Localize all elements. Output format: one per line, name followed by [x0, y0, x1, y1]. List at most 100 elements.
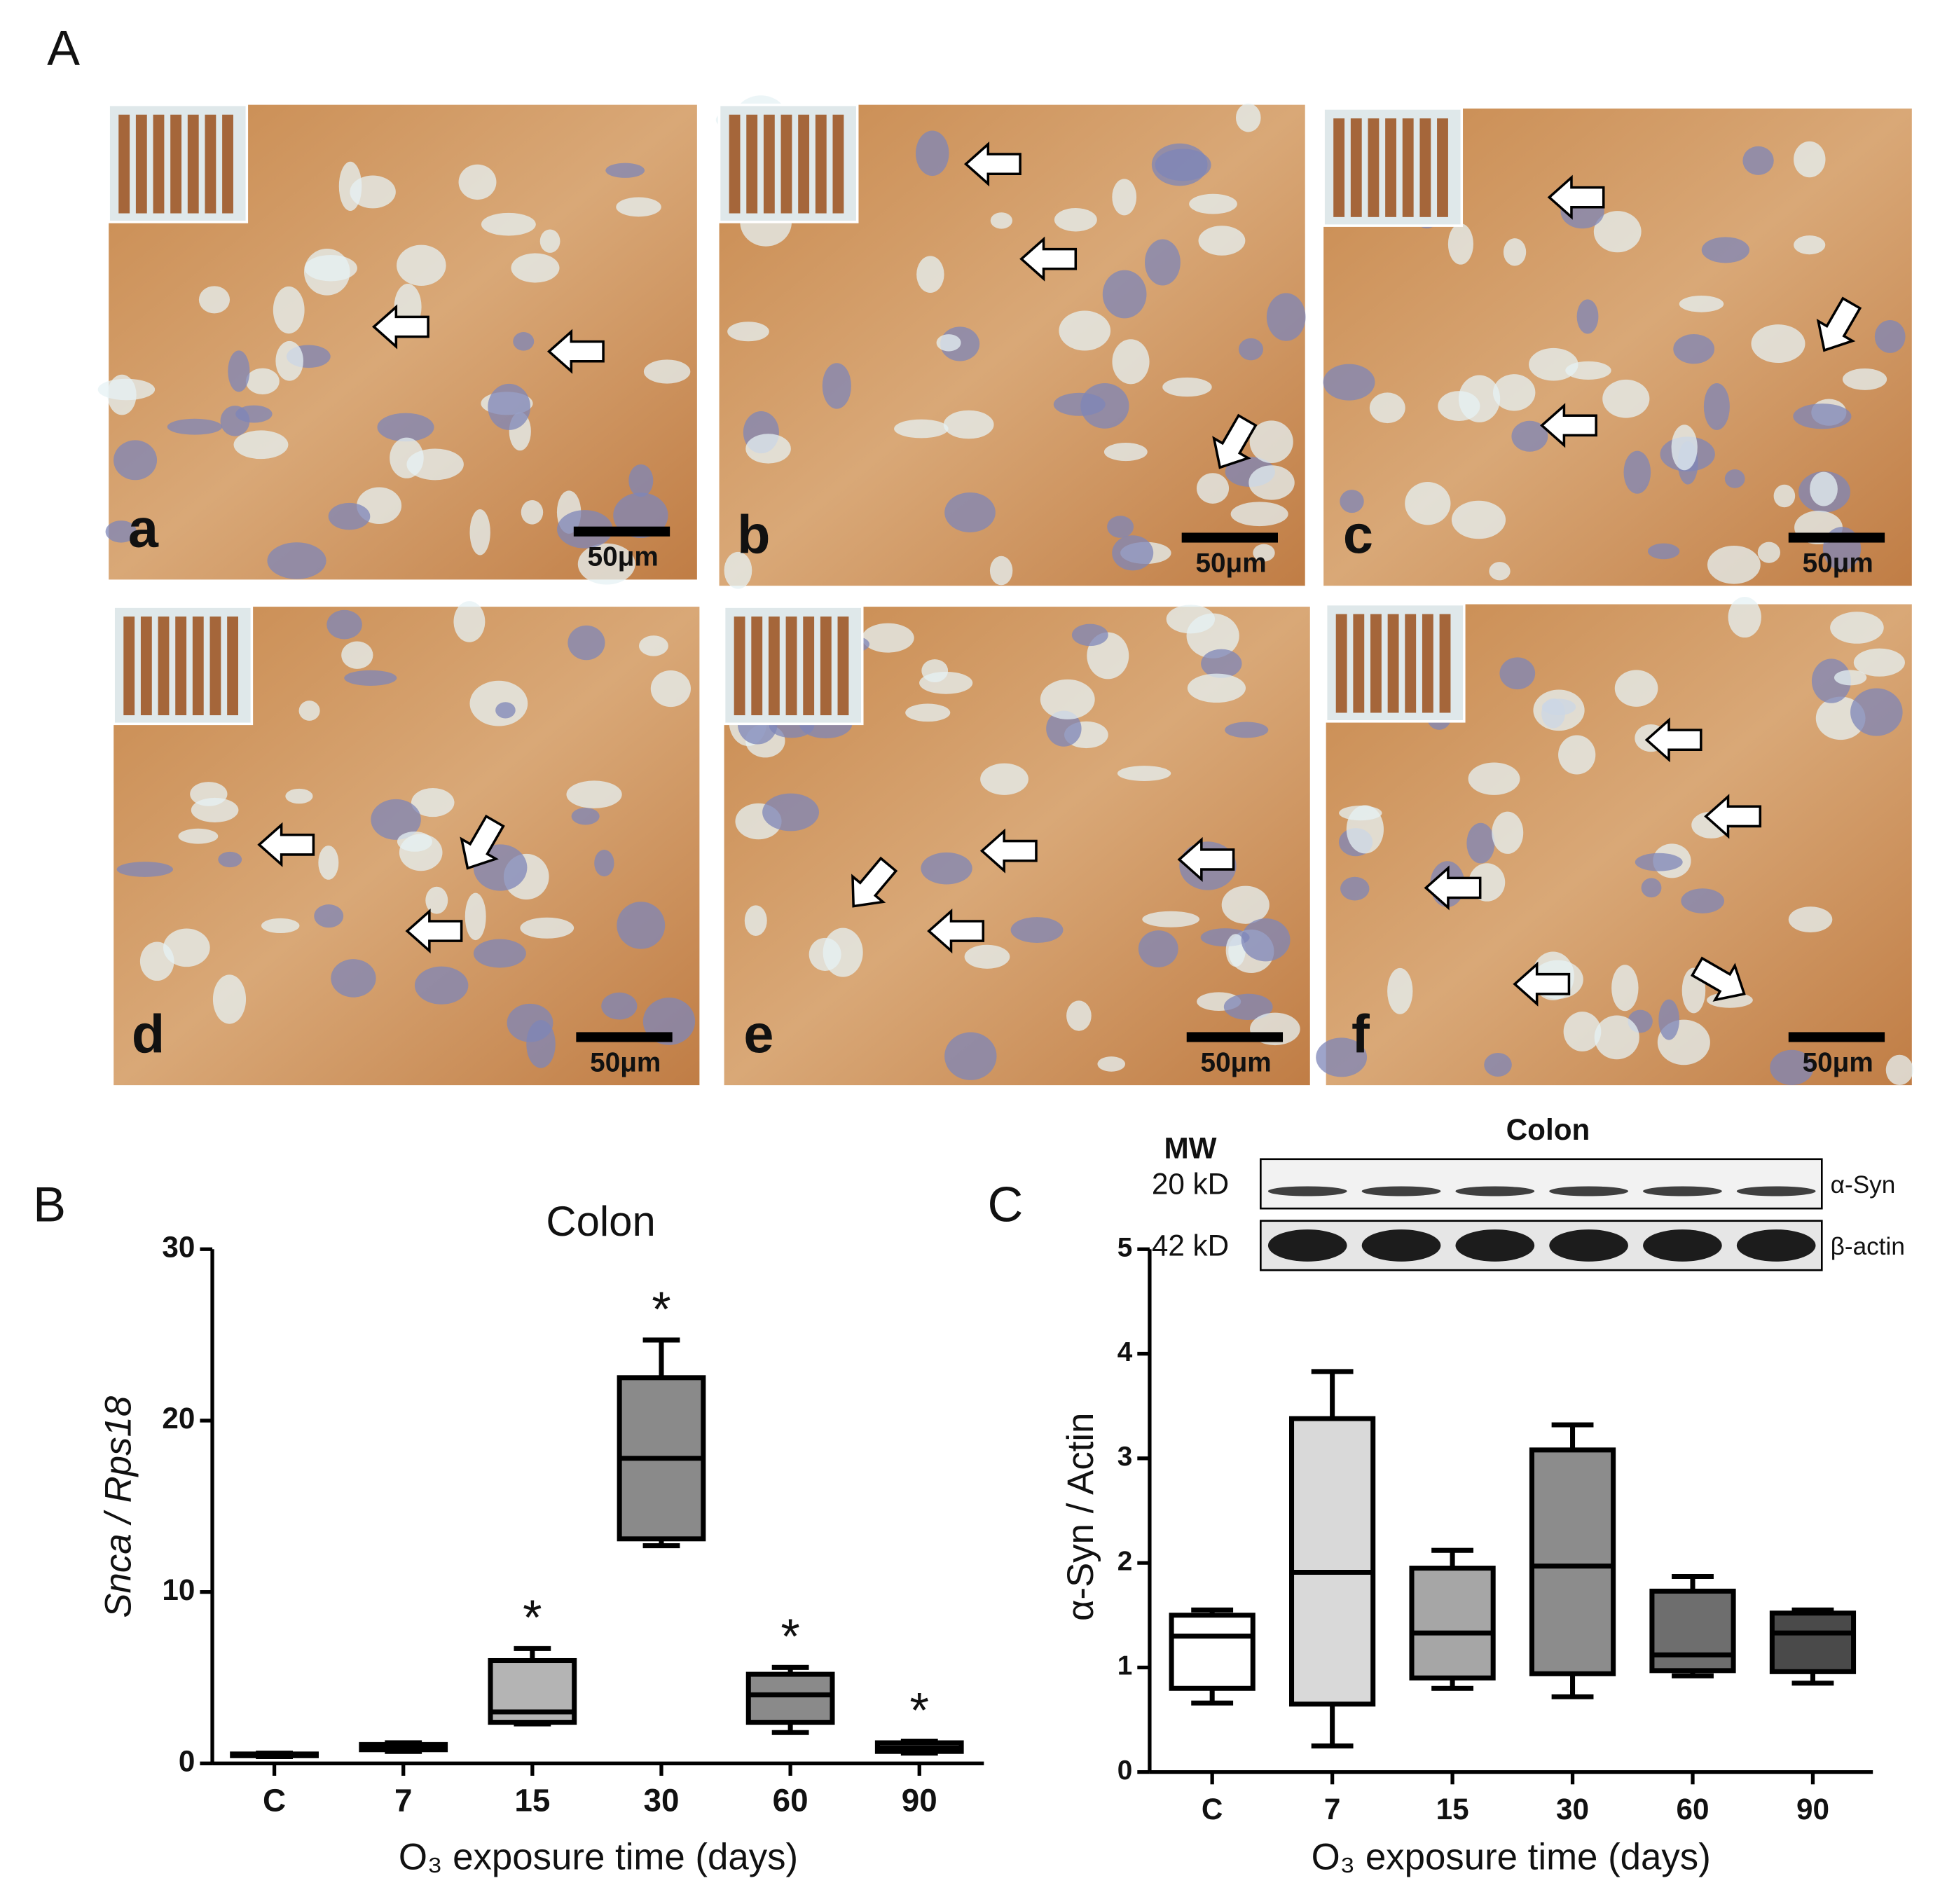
cell [1773, 484, 1796, 508]
cell [1010, 917, 1064, 944]
cell [465, 892, 486, 941]
cell [1323, 364, 1375, 401]
cell [1614, 670, 1658, 707]
box [1649, 1588, 1736, 1674]
x-tick-label: 60 [773, 1783, 809, 1819]
cell [331, 959, 376, 998]
inset-tissue [1333, 118, 1345, 217]
cell [350, 175, 396, 209]
inset-tissue [1439, 614, 1451, 713]
cell [1679, 295, 1724, 312]
cell [638, 635, 668, 656]
scale-bar [1788, 532, 1885, 543]
cell [1097, 1056, 1126, 1072]
arrow [1424, 865, 1482, 911]
x-tick-label: 15 [514, 1783, 550, 1819]
scale-bar-label: 50μm [1201, 1047, 1272, 1077]
cell [488, 383, 531, 430]
cell [1466, 822, 1495, 864]
cell [481, 212, 536, 236]
cell [1196, 473, 1230, 504]
cell [1647, 543, 1680, 560]
cell [1339, 806, 1382, 821]
cell [1369, 392, 1405, 424]
cell [1701, 237, 1750, 263]
arrow [1513, 961, 1571, 1007]
blot-mw: 20 kD [1152, 1168, 1229, 1201]
cell [1853, 648, 1905, 677]
significance-marker: * [910, 1682, 929, 1737]
cell [1673, 333, 1715, 364]
cell [601, 992, 638, 1020]
arrow [546, 329, 605, 374]
cell [371, 799, 421, 840]
cell [425, 886, 448, 914]
cell [1340, 490, 1364, 513]
inset-tissue [175, 616, 187, 716]
cell [1316, 1037, 1368, 1077]
cell [228, 350, 250, 392]
cell [326, 609, 362, 640]
blot-protein: β-actin [1831, 1233, 1905, 1260]
blot-band [1643, 1229, 1722, 1262]
blot-band [1643, 1186, 1722, 1196]
arrow [1212, 413, 1258, 469]
cell [97, 378, 156, 401]
cell [220, 406, 250, 436]
cell [178, 828, 219, 844]
cell [1594, 1015, 1639, 1060]
cell [823, 927, 863, 977]
cell [1468, 762, 1520, 795]
cell [1142, 911, 1200, 927]
cell [571, 808, 600, 825]
cell [919, 671, 973, 694]
y-tick-label: 5 [1117, 1232, 1133, 1262]
inset-tissue [768, 616, 780, 716]
cell [989, 556, 1013, 586]
cell [1707, 545, 1761, 584]
cell [1511, 420, 1548, 452]
cell [744, 905, 767, 937]
cell [344, 670, 397, 686]
blot-band [1455, 1186, 1535, 1196]
cell [1810, 471, 1838, 506]
cell [1071, 623, 1108, 647]
cell [520, 917, 575, 939]
cell [1794, 141, 1826, 178]
box [1529, 1447, 1616, 1676]
cell [458, 164, 497, 200]
cell [1053, 392, 1106, 416]
cell [944, 1032, 997, 1080]
cell [1728, 597, 1761, 638]
x-tick-label: 90 [902, 1783, 937, 1819]
cell [1102, 270, 1147, 319]
blot-frame [1260, 1158, 1823, 1210]
cell [628, 464, 654, 497]
cell [1040, 679, 1095, 719]
cell [1054, 207, 1097, 232]
inset-tissue [780, 114, 792, 214]
cell [163, 928, 210, 967]
y-tick-label: 0 [179, 1744, 195, 1777]
cell [1221, 885, 1270, 924]
cell [539, 229, 560, 253]
inset-tissue [158, 616, 170, 716]
cell [1107, 516, 1134, 538]
cell [1492, 374, 1536, 411]
cell [116, 862, 174, 877]
cell [1225, 722, 1269, 738]
cell [745, 434, 791, 464]
cell [399, 834, 443, 871]
cell [261, 918, 300, 934]
chart-title: Colon [546, 1198, 655, 1245]
inset-tissue [798, 114, 810, 214]
cell [762, 793, 820, 832]
panel-sublabel: f [1351, 1005, 1370, 1065]
inset-tissue [803, 616, 815, 716]
x-tick-label: 60 [1677, 1793, 1710, 1826]
cell [453, 601, 486, 642]
cell [916, 256, 944, 294]
box [745, 1671, 835, 1725]
cell [822, 363, 851, 409]
cell [1533, 689, 1585, 731]
